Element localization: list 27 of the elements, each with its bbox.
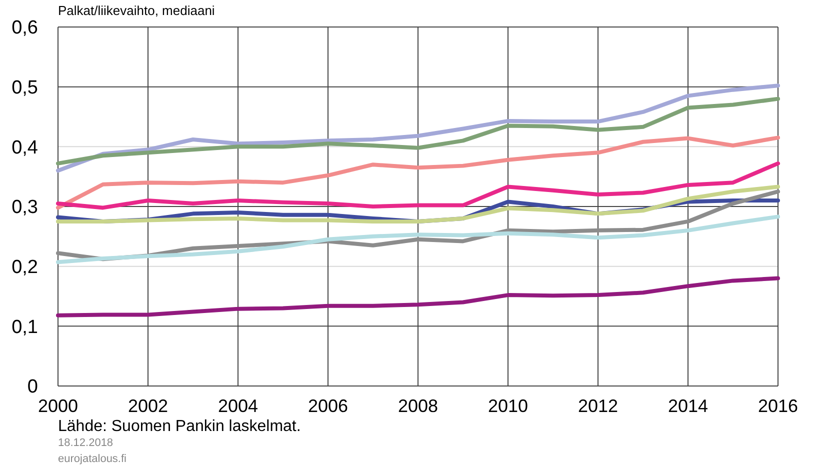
x-tick-label: 2008 xyxy=(398,396,438,416)
text: eurojatalous.fi xyxy=(58,453,126,465)
y-tick-label: 0,6 xyxy=(12,18,38,39)
line-series xyxy=(56,161,780,210)
line-series xyxy=(56,214,780,264)
line-series xyxy=(56,84,780,173)
x-tick-label: 2016 xyxy=(758,396,798,416)
line-series xyxy=(56,184,780,224)
y-tick-label: 0,5 xyxy=(12,77,38,98)
text: Lähde: Suomen Pankin laskelmat. xyxy=(58,418,301,435)
x-tick-label: 2000 xyxy=(38,396,78,416)
y-tick-label: 0,1 xyxy=(12,316,38,338)
y-tick-label: 0 xyxy=(27,376,38,398)
x-tick-label: 2010 xyxy=(488,396,528,416)
x-tick-label: 2012 xyxy=(578,396,618,416)
x-tick-label: 2014 xyxy=(668,396,708,416)
line-series xyxy=(56,276,780,318)
y-axis-title: Palkat/liikevaihto, mediaani xyxy=(58,3,215,18)
x-tick-label: 2006 xyxy=(308,396,348,416)
x-tick-label: 2004 xyxy=(218,396,258,416)
line-series xyxy=(56,96,780,166)
line-series xyxy=(56,136,780,210)
y-tick-label: 0,2 xyxy=(12,256,38,278)
y-tick-label: 0,4 xyxy=(12,137,38,158)
text: 18.12.2018 xyxy=(58,437,114,449)
y-tick-label: 0,3 xyxy=(12,197,38,218)
x-tick-label: 2002 xyxy=(128,396,168,416)
